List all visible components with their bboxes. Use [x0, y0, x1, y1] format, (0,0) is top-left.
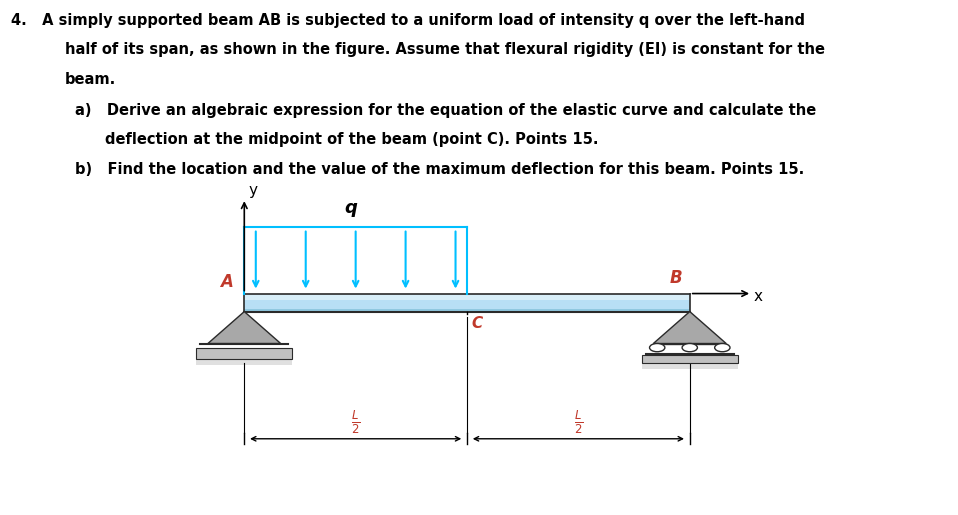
Text: b)   Find the location and the value of the maximum deflection for this beam. Po: b) Find the location and the value of th…: [75, 162, 804, 177]
Circle shape: [650, 344, 665, 352]
Text: half of its span, as shown in the figure. Assume that flexural rigidity (EI) is : half of its span, as shown in the figure…: [65, 42, 825, 57]
Text: A: A: [220, 273, 233, 291]
Text: C: C: [471, 316, 483, 331]
Text: q: q: [345, 199, 357, 217]
Text: beam.: beam.: [65, 72, 116, 87]
Circle shape: [682, 344, 697, 352]
Bar: [244, 294, 690, 312]
Text: 4.   A simply supported beam AB is subjected to a uniform load of intensity q ov: 4. A simply supported beam AB is subject…: [11, 13, 806, 28]
Text: deflection at the midpoint of the beam (point C). Points 15.: deflection at the midpoint of the beam (…: [105, 132, 599, 147]
Bar: [244, 309, 690, 312]
Circle shape: [715, 344, 730, 352]
Bar: [642, 363, 738, 369]
Text: a)   Derive an algebraic expression for the equation of the elastic curve and ca: a) Derive an algebraic expression for th…: [75, 103, 816, 118]
Text: $\frac{L}{2}$: $\frac{L}{2}$: [351, 409, 360, 436]
Bar: [244, 294, 690, 300]
Text: B: B: [670, 269, 682, 287]
Polygon shape: [208, 312, 281, 344]
Bar: [642, 355, 738, 363]
Bar: [196, 348, 292, 359]
Polygon shape: [653, 312, 726, 344]
Text: y: y: [248, 183, 257, 198]
Bar: [196, 359, 292, 365]
Text: x: x: [754, 288, 763, 304]
Text: $\frac{L}{2}$: $\frac{L}{2}$: [574, 409, 583, 436]
